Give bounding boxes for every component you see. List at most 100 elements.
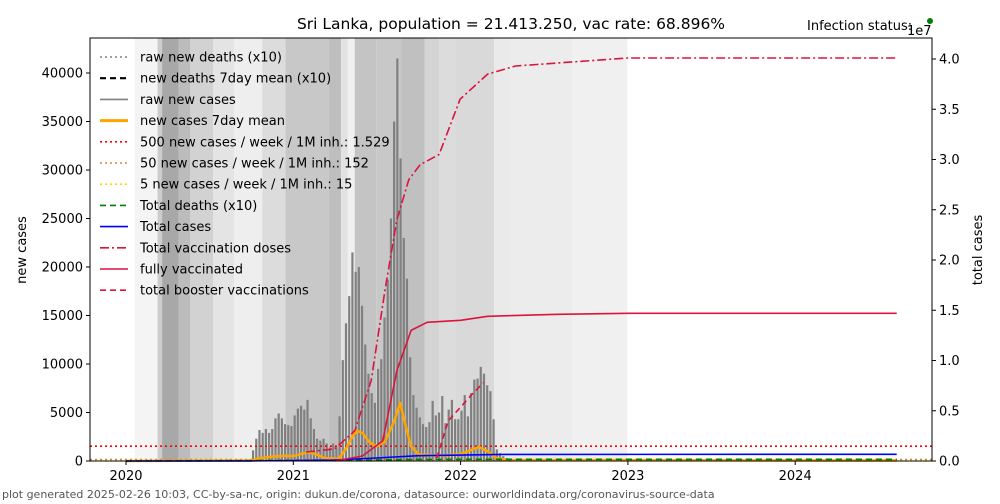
stringency-band [189, 38, 214, 461]
raw-new-cases-bar [325, 443, 328, 461]
y-tick-label: 30000 [42, 164, 83, 179]
x-tick-label: 2023 [611, 469, 644, 484]
legend-label: 5 new cases / week / 1M inh.: 15 [140, 178, 352, 193]
raw-new-cases-bar [383, 317, 386, 461]
raw-new-cases-bar [303, 409, 306, 461]
legend-label: fully vaccinated [140, 263, 243, 278]
stringency-band [340, 38, 348, 461]
y-axis-right: 0.0 0.5 1.0 1.5 2.0 2.5 3.0 3.5 4.0 [932, 53, 960, 470]
raw-new-cases-bar [444, 423, 447, 461]
raw-new-cases-bar [351, 252, 354, 461]
right-axis-offset: 1e7 [907, 24, 932, 39]
raw-new-cases-bar [267, 432, 271, 461]
raw-new-cases-bar [354, 271, 357, 461]
y-axis-left: 0 5000 10000 15000 20000 25000 30000 35000 40000 [42, 67, 90, 470]
legend-label: new cases 7day mean [140, 114, 285, 129]
raw-new-cases-bar [299, 405, 303, 461]
raw-new-cases-bar [280, 418, 283, 461]
raw-new-cases-bar [255, 438, 258, 461]
raw-new-cases-bar [447, 409, 450, 461]
raw-new-cases-bar [437, 412, 441, 461]
raw-new-cases-bar [296, 408, 299, 461]
stringency-band [134, 38, 158, 461]
legend-label: Total vaccination doses [139, 241, 291, 256]
raw-new-cases-bar [316, 438, 319, 461]
right-tick-label: 4.0 [939, 53, 960, 68]
raw-new-cases-bar [341, 360, 344, 461]
y-tick-label: 5000 [50, 406, 83, 421]
stringency-band [178, 38, 190, 461]
raw-new-cases-bar [466, 416, 470, 461]
right-tick-label: 1.0 [939, 354, 960, 369]
right-tick-label: 0.5 [939, 404, 960, 419]
stringency-band [157, 38, 163, 461]
raw-new-cases-bar [344, 323, 348, 461]
raw-new-cases-bar [463, 395, 466, 461]
raw-new-cases-bar [274, 418, 277, 461]
raw-new-cases-bar [287, 425, 290, 461]
raw-new-cases-bar [498, 453, 502, 461]
raw-new-cases-bar [376, 368, 380, 461]
raw-new-cases-bar [396, 58, 399, 461]
stringency-band [329, 38, 341, 461]
raw-new-cases-bar [415, 407, 418, 461]
raw-new-cases-bar [482, 373, 486, 461]
stringency-band [262, 38, 286, 461]
raw-new-cases-bar [251, 450, 255, 461]
y-tick-label: 15000 [42, 309, 83, 324]
raw-new-cases-bar [418, 417, 421, 461]
stringency-band [234, 38, 263, 461]
stringency-band [162, 38, 179, 461]
raw-new-cases-bar [405, 278, 409, 461]
raw-new-cases-bar [309, 418, 312, 461]
new-cases-7day-mean-line [125, 401, 897, 463]
raw-new-cases-bar [290, 426, 293, 461]
stringency-band [494, 38, 511, 461]
raw-new-cases-bar [328, 447, 332, 461]
raw-new-cases-bar [486, 385, 489, 461]
x-tick-label: 2021 [277, 469, 310, 484]
plot-frame [89, 37, 933, 462]
stringency-band [347, 38, 355, 461]
raw-new-cases-bar [348, 296, 351, 461]
raw-new-cases-bar [386, 279, 389, 461]
raw-new-cases-bar [360, 305, 364, 461]
raw-new-cases-bar [306, 399, 309, 461]
raw-new-cases-bar [277, 413, 280, 461]
y-tick-label: 10000 [42, 358, 83, 373]
right-tick-label: 1.5 [939, 304, 960, 319]
raw-new-cases-bar [453, 419, 457, 461]
raw-new-cases-bar [479, 366, 482, 461]
legend-label: Total deaths (x10) [139, 199, 257, 214]
x-tick-label: 2024 [779, 469, 812, 484]
raw-new-cases-bar [492, 419, 495, 461]
stringency-band [213, 38, 235, 461]
y-tick-label: 20000 [42, 261, 83, 276]
y-axis-label-left: new cases [15, 216, 30, 284]
stringency-band [285, 38, 330, 461]
y-tick-label: 40000 [42, 67, 83, 82]
stringency-band [571, 38, 628, 461]
x-tick-label: 2020 [109, 469, 142, 484]
raw-new-cases-bar [412, 395, 415, 461]
right-tick-label: 3.0 [939, 153, 960, 168]
x-axis: 2020 2021 2022 2023 2024 [109, 461, 812, 484]
raw-new-cases-bar [283, 424, 287, 461]
legend-label: total booster vaccinations [140, 284, 309, 299]
raw-new-cases-bar [261, 432, 264, 461]
x-tick-label: 2022 [444, 469, 477, 484]
raw-new-cases-bar [457, 419, 460, 461]
stringency-band [510, 38, 572, 461]
raw-new-cases-bar [428, 422, 431, 461]
raw-new-cases-bar [409, 357, 412, 461]
raw-new-cases-bar [460, 410, 463, 461]
raw-new-cases-bar [264, 428, 267, 461]
y-tick-label: 0 [75, 455, 83, 470]
legend-label: raw new deaths (x10) [140, 51, 282, 66]
raw-new-cases-bar [450, 399, 453, 461]
stringency-band [424, 38, 440, 461]
raw-new-cases-bar [421, 424, 425, 461]
raw-new-cases-bar [380, 359, 383, 461]
raw-new-cases-bar [389, 218, 393, 461]
